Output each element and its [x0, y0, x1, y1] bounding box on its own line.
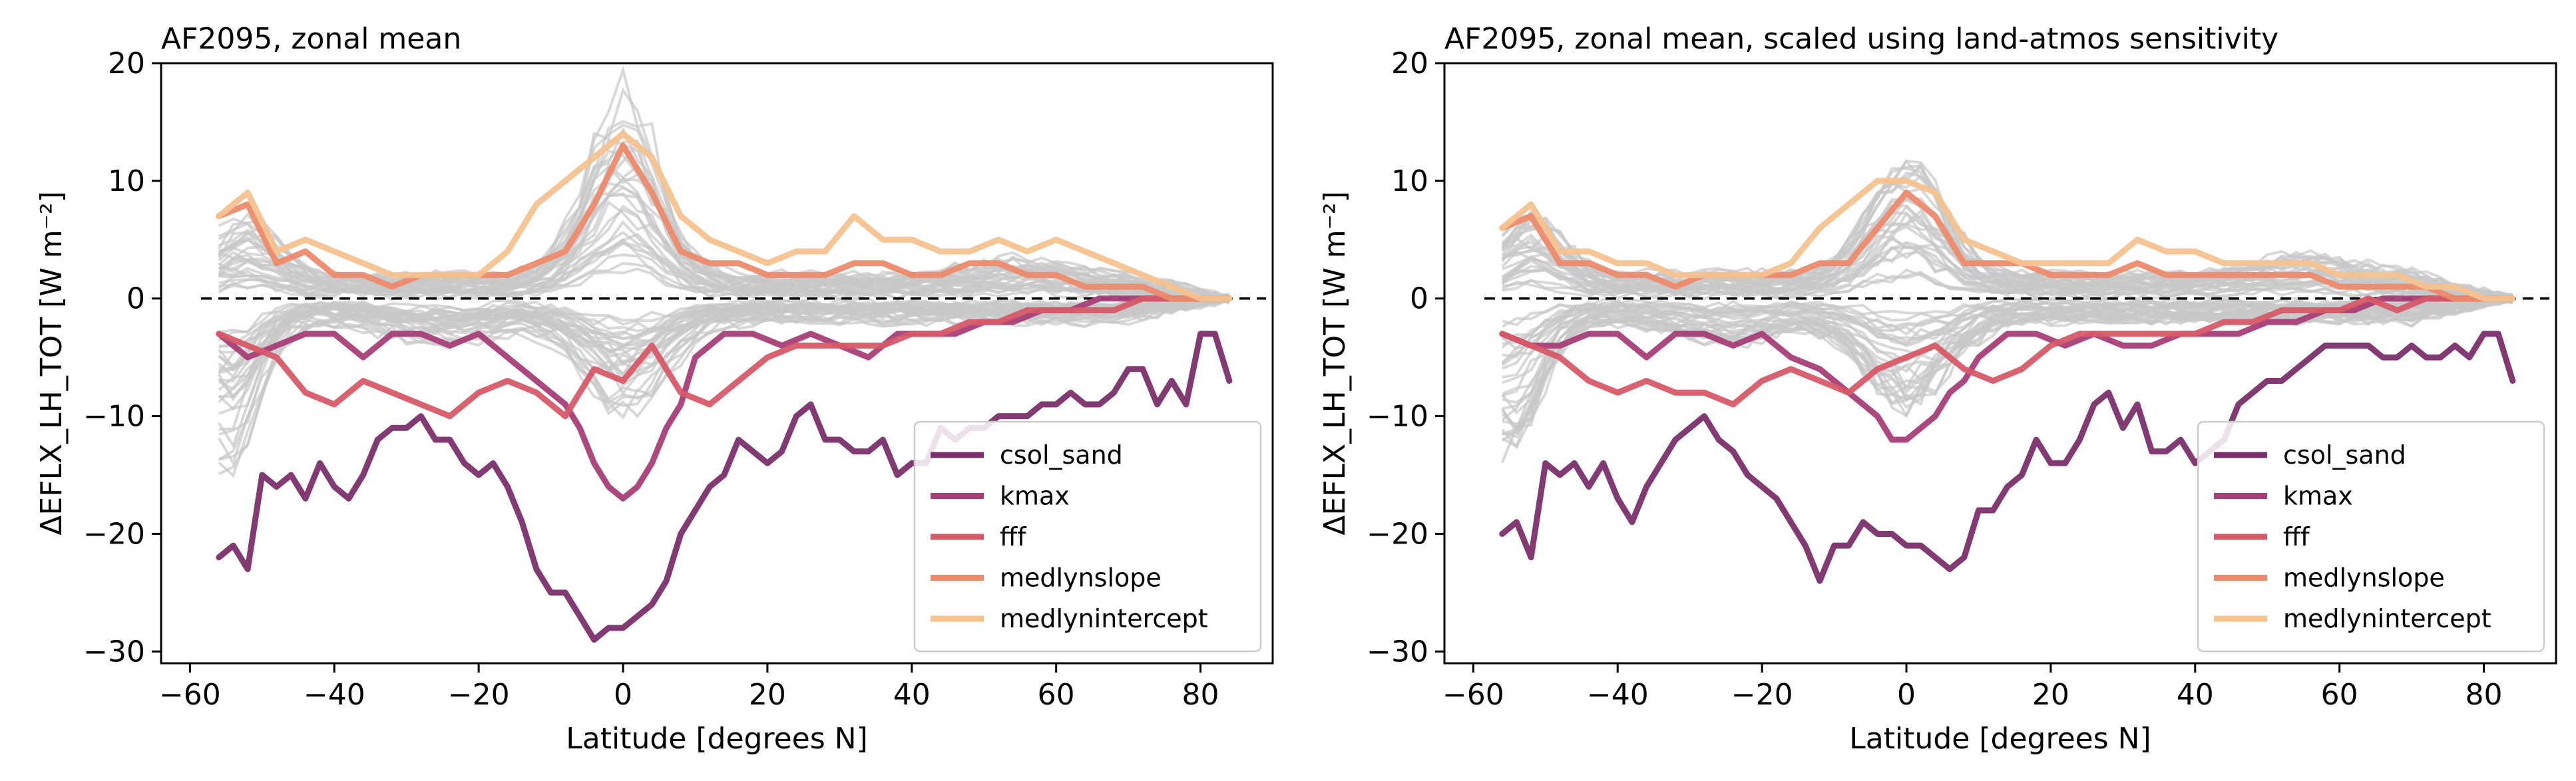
series-line-fff	[1499, 295, 2516, 408]
y-tick-label: −30	[83, 635, 145, 669]
legend-label-csol_sand: csol_sand	[2283, 440, 2406, 470]
y-axis-label: ΔEFLX_LH_TOT [W m⁻²]	[35, 191, 69, 535]
y-tick-label: 10	[108, 164, 145, 198]
x-tick-label: −40	[1587, 678, 1649, 712]
x-tick-label: −60	[1442, 678, 1504, 712]
legend-label-medlynslope: medlynslope	[1000, 563, 1162, 593]
x-tick-label: 20	[2032, 678, 2069, 712]
x-tick-label: 60	[2321, 678, 2358, 712]
legend-label-fff: fff	[2283, 522, 2310, 551]
x-tick-label: 60	[1038, 678, 1075, 712]
legend-label-csol_sand: csol_sand	[1000, 440, 1123, 470]
y-tick-label: −30	[1367, 635, 1428, 669]
x-tick-label: 80	[1182, 678, 1219, 712]
y-tick-label: 0	[1410, 282, 1428, 316]
legend-label-medlynintercept: medlynintercept	[2283, 604, 2491, 633]
series-line-medlynslope	[216, 142, 1233, 302]
background-ensemble-line	[1501, 158, 2513, 299]
y-tick-label: −10	[1367, 400, 1428, 434]
x-tick-label: −60	[159, 678, 221, 712]
series-line-medlynslope	[1499, 190, 2516, 302]
background-ensemble	[1500, 158, 2514, 464]
background-ensemble-line	[218, 295, 1230, 436]
legend-box	[913, 420, 1262, 653]
background-ensemble-line	[218, 267, 1230, 302]
legend-label-kmax: kmax	[2283, 482, 2353, 511]
y-tick-label: 20	[108, 47, 145, 80]
x-tick-label: 80	[2466, 678, 2503, 712]
chart-title: AF2095, zonal mean, scaled using land-at…	[1444, 22, 2278, 56]
x-tick-label: 40	[893, 678, 931, 712]
y-tick-label: 10	[1391, 164, 1428, 198]
chart-title: AF2095, zonal mean	[161, 22, 461, 56]
chart-panel-2: −60 −40 −20 0 20 40 60 80 20 10 0 −10 −20 −30 AF2095, …	[1318, 22, 2557, 756]
plot-frame	[1443, 62, 2557, 665]
x-axis-label: Latitude [degrees N]	[566, 722, 867, 756]
x-tick-label: 20	[749, 678, 786, 712]
legend-label-medlynslope: medlynslope	[2283, 563, 2445, 593]
series-line-csol_sand	[1499, 331, 2516, 584]
series-line-medlynintercept	[1499, 178, 2516, 302]
x-tick-label: −40	[304, 678, 365, 712]
x-tick-label: −20	[1731, 678, 1793, 712]
y-tick-label: 20	[1391, 47, 1428, 80]
y-tick-label: −10	[83, 400, 145, 434]
x-tick-label: 0	[1897, 678, 1916, 712]
series-line-fff	[216, 295, 1233, 420]
y-tick-label: −20	[1367, 517, 1428, 551]
legend-box	[2197, 420, 2545, 653]
background-ensemble-line	[218, 186, 1230, 303]
background-ensemble-line	[1501, 235, 2513, 304]
y-axis-label: ΔEFLX_LH_TOT [W m⁻²]	[1318, 191, 1352, 535]
series-line-csol_sand	[216, 331, 1233, 643]
background-ensemble	[218, 65, 1230, 478]
legend-label-medlynintercept: medlynintercept	[1000, 604, 1208, 633]
background-ensemble-line	[1501, 293, 2513, 367]
x-tick-label: 0	[614, 678, 632, 712]
legend-label-kmax: kmax	[1000, 482, 1070, 511]
x-tick-label: 40	[2177, 678, 2214, 712]
series-line-medlynintercept	[216, 130, 1233, 302]
y-tick-label: 0	[126, 282, 145, 316]
x-axis-label: Latitude [degrees N]	[1849, 722, 2151, 756]
y-tick-label: −20	[83, 517, 145, 551]
plot-frame	[160, 62, 1274, 665]
background-ensemble-line	[218, 296, 1229, 349]
background-ensemble-line	[218, 142, 1230, 300]
legend-label-fff: fff	[1000, 522, 1027, 551]
chart-panel-1: −60 −40 −20 0 20 40 60 80 20 10 0 −10 −20 −30 AF2095, …	[35, 22, 1274, 756]
x-tick-label: −20	[448, 678, 510, 712]
